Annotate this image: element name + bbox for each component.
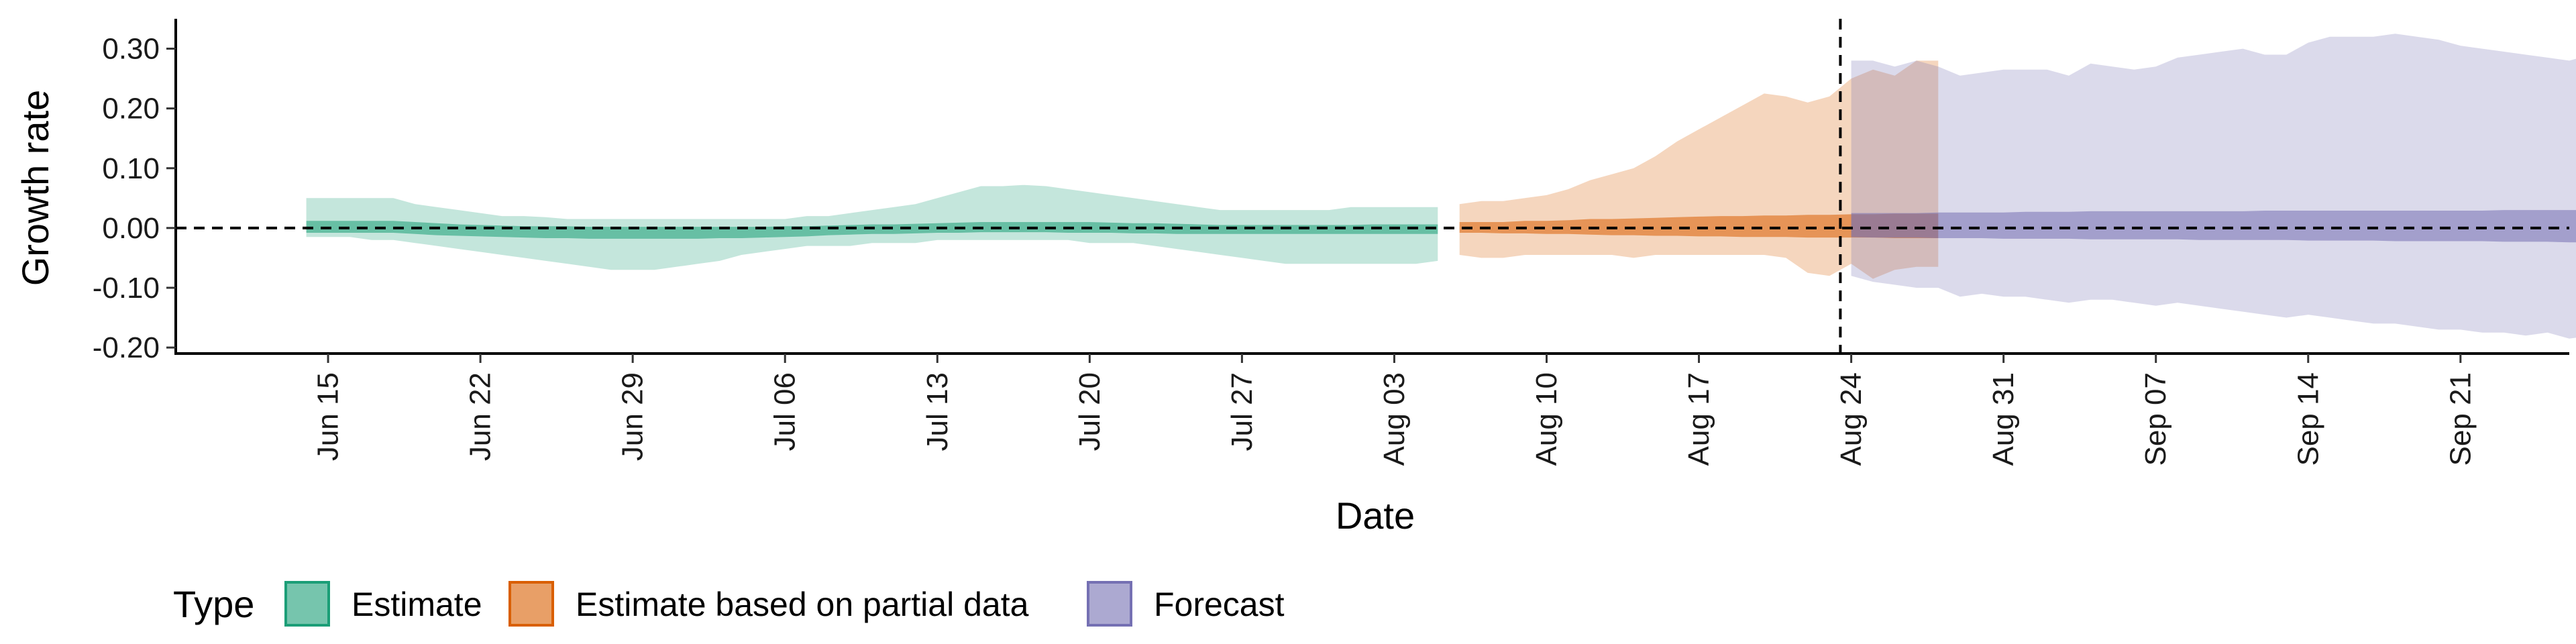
legend-title: Type — [173, 583, 254, 625]
y-tick-label: -0.20 — [93, 331, 160, 364]
x-tick-label: Aug 10 — [1530, 372, 1563, 466]
x-tick-label: Aug 31 — [1987, 372, 2020, 466]
estimate-based-on-partial-data-inner-band — [1459, 213, 1939, 238]
x-tick-label: Jun 22 — [464, 372, 497, 461]
ribbon-layer — [306, 34, 2576, 339]
y-tick-label: 0.30 — [102, 33, 160, 66]
legend: Type Estimate Estimate based on partial d… — [173, 581, 1285, 627]
forecast-inner-band — [1851, 210, 2576, 243]
x-tick-label: Sep 21 — [2444, 372, 2477, 466]
estimate-based-on-partial-data-legend-key — [508, 581, 554, 627]
estimate-legend-key — [284, 581, 330, 627]
x-tick-label: Jun 29 — [616, 372, 649, 461]
x-tick-label: Jul 27 — [1226, 372, 1258, 451]
y-tick-label: 0.20 — [102, 93, 160, 125]
x-tick-label: Jul 06 — [769, 372, 802, 451]
y-tick-label: -0.10 — [93, 272, 160, 305]
axes: 0.30 0.20 0.10 0.00 -0.10 -0.20 Jun 15 Jun 22 Ju… — [93, 19, 2569, 466]
forecast-outer-band — [1851, 34, 2576, 339]
estimate-legend-label: Estimate — [352, 586, 482, 623]
x-tick-label: Aug 24 — [1835, 372, 1868, 466]
forecast-legend-label: Forecast — [1154, 586, 1285, 623]
estimate-inner-band — [306, 221, 1438, 239]
x-tick-label: Sep 07 — [2139, 372, 2172, 466]
x-axis-title: Date — [1336, 494, 1415, 537]
y-tick-label: 0.10 — [102, 152, 160, 185]
x-tick-label: Aug 17 — [1682, 372, 1715, 466]
estimate-based-on-partial-data-legend-label: Estimate based on partial data — [576, 586, 1029, 623]
x-tick-label: Aug 03 — [1378, 372, 1411, 466]
y-tick-label: 0.00 — [102, 212, 160, 245]
x-tick-label: Jul 20 — [1073, 372, 1106, 451]
reference-lines — [176, 19, 2569, 354]
x-tick-label: Sep 14 — [2292, 372, 2324, 466]
x-tick-label: Jun 15 — [312, 372, 345, 461]
forecast-legend-key — [1087, 581, 1132, 627]
x-tick-label: Jul 13 — [921, 372, 954, 451]
y-axis-title: Growth rate — [14, 90, 56, 286]
